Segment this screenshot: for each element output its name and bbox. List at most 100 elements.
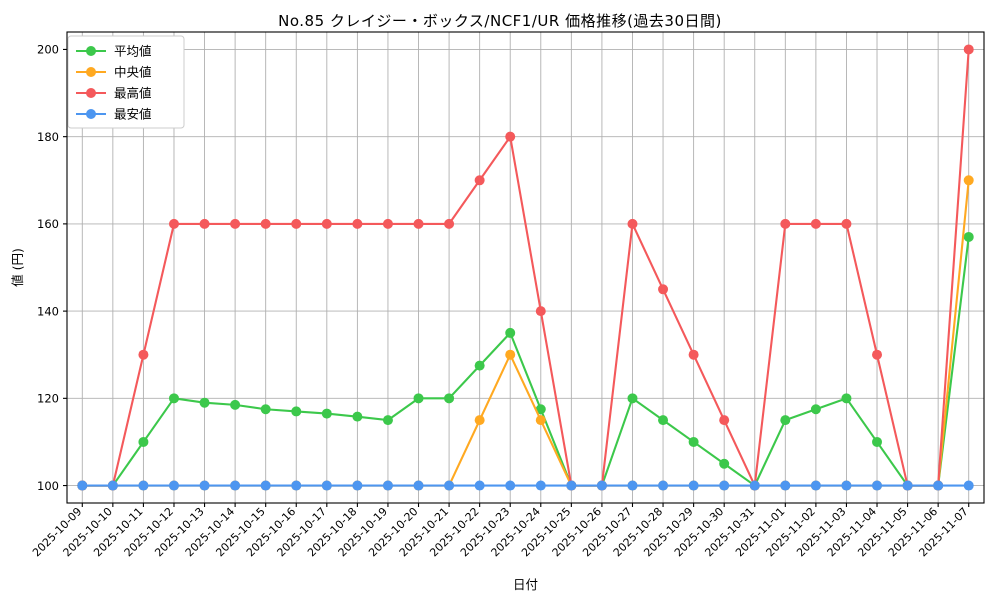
series-marker: [505, 349, 516, 360]
series-marker: [474, 415, 485, 426]
series-marker: [168, 480, 179, 491]
series-marker: [596, 480, 607, 491]
series-marker: [963, 175, 974, 186]
series-marker: [627, 393, 638, 404]
x-axis-title: 日付: [513, 577, 538, 592]
series-marker: [963, 231, 974, 242]
series-marker: [505, 131, 516, 142]
series-marker: [719, 415, 730, 426]
series-marker: [199, 480, 210, 491]
series-marker: [688, 349, 699, 360]
series-marker: [291, 480, 302, 491]
series-marker: [413, 393, 424, 404]
y-tick-label: 180: [37, 130, 59, 144]
series-marker: [963, 480, 974, 491]
series-marker: [780, 480, 791, 491]
series-marker: [474, 480, 485, 491]
series-marker: [841, 480, 852, 491]
y-axis-ticks: 100 120 140 160 180 200: [37, 43, 67, 493]
series-marker: [230, 480, 241, 491]
series-marker: [658, 480, 669, 491]
series-marker: [444, 393, 455, 404]
series-marker: [902, 480, 913, 491]
series-marker: [444, 480, 455, 491]
legend-marker-swatch: [86, 46, 96, 56]
series-marker: [658, 284, 669, 295]
series-marker: [321, 408, 332, 419]
series-marker: [230, 399, 241, 410]
y-axis-title: 値 (円): [10, 248, 25, 287]
y-tick-label: 200: [37, 43, 59, 57]
series-marker: [352, 480, 363, 491]
series-marker: [138, 436, 149, 447]
x-axis-ticks: 2025-10-092025-10-102025-10-112025-10-12…: [30, 503, 971, 559]
series-marker: [535, 404, 546, 415]
series-marker: [77, 480, 88, 491]
series-marker: [872, 349, 883, 360]
series-marker: [933, 480, 944, 491]
series-marker: [658, 415, 669, 426]
legend-label: 平均値: [114, 44, 152, 59]
series-marker: [535, 480, 546, 491]
grid-lines: [67, 32, 984, 503]
series-marker: [749, 480, 760, 491]
y-tick-label: 100: [37, 479, 59, 493]
series-marker: [872, 436, 883, 447]
series-marker: [780, 218, 791, 229]
series-marker: [260, 480, 271, 491]
series-marker: [413, 480, 424, 491]
series-marker: [810, 404, 821, 415]
series-marker: [413, 218, 424, 229]
series-marker: [535, 306, 546, 317]
series-marker: [138, 349, 149, 360]
series-marker: [780, 415, 791, 426]
legend-marker-swatch: [86, 88, 96, 98]
series-marker: [352, 411, 363, 422]
series-marker: [382, 415, 393, 426]
series-marker: [352, 218, 363, 229]
series-marker: [963, 44, 974, 55]
series-marker: [168, 393, 179, 404]
series-marker: [291, 406, 302, 417]
series-marker: [138, 480, 149, 491]
legend-marker-swatch: [86, 67, 96, 77]
series-marker: [230, 218, 241, 229]
series-marker: [627, 480, 638, 491]
series-marker: [321, 218, 332, 229]
axis-titles: 日付 値 (円): [10, 248, 538, 592]
series-marker: [291, 218, 302, 229]
series-marker: [260, 404, 271, 415]
series-marker: [535, 415, 546, 426]
y-tick-label: 120: [37, 392, 59, 406]
series-marker: [719, 458, 730, 469]
series-marker: [688, 480, 699, 491]
series-marker: [627, 218, 638, 229]
series-marker: [321, 480, 332, 491]
series-marker: [566, 480, 577, 491]
series-marker: [382, 218, 393, 229]
series-marker: [444, 218, 455, 229]
chart-title: No.85 クレイジー・ボックス/NCF1/UR 価格推移(過去30日間): [278, 12, 722, 30]
series-marker: [260, 218, 271, 229]
legend-box: [67, 35, 185, 129]
series-group: [77, 44, 974, 491]
legend-label: 最高値: [114, 86, 152, 101]
series-marker: [841, 393, 852, 404]
series-marker: [107, 480, 118, 491]
legend-marker-swatch: [86, 109, 96, 119]
plot-frame: [66, 31, 985, 504]
series-line: [81, 48, 970, 487]
series-marker: [382, 480, 393, 491]
series-marker: [810, 218, 821, 229]
series-marker: [199, 397, 210, 408]
legend-label: 中央値: [114, 65, 152, 80]
legend-label: 最安値: [114, 107, 152, 122]
series-marker: [505, 327, 516, 338]
series-marker: [199, 218, 210, 229]
series-marker: [841, 218, 852, 229]
series-line: [81, 235, 970, 487]
y-tick-label: 160: [37, 217, 59, 231]
